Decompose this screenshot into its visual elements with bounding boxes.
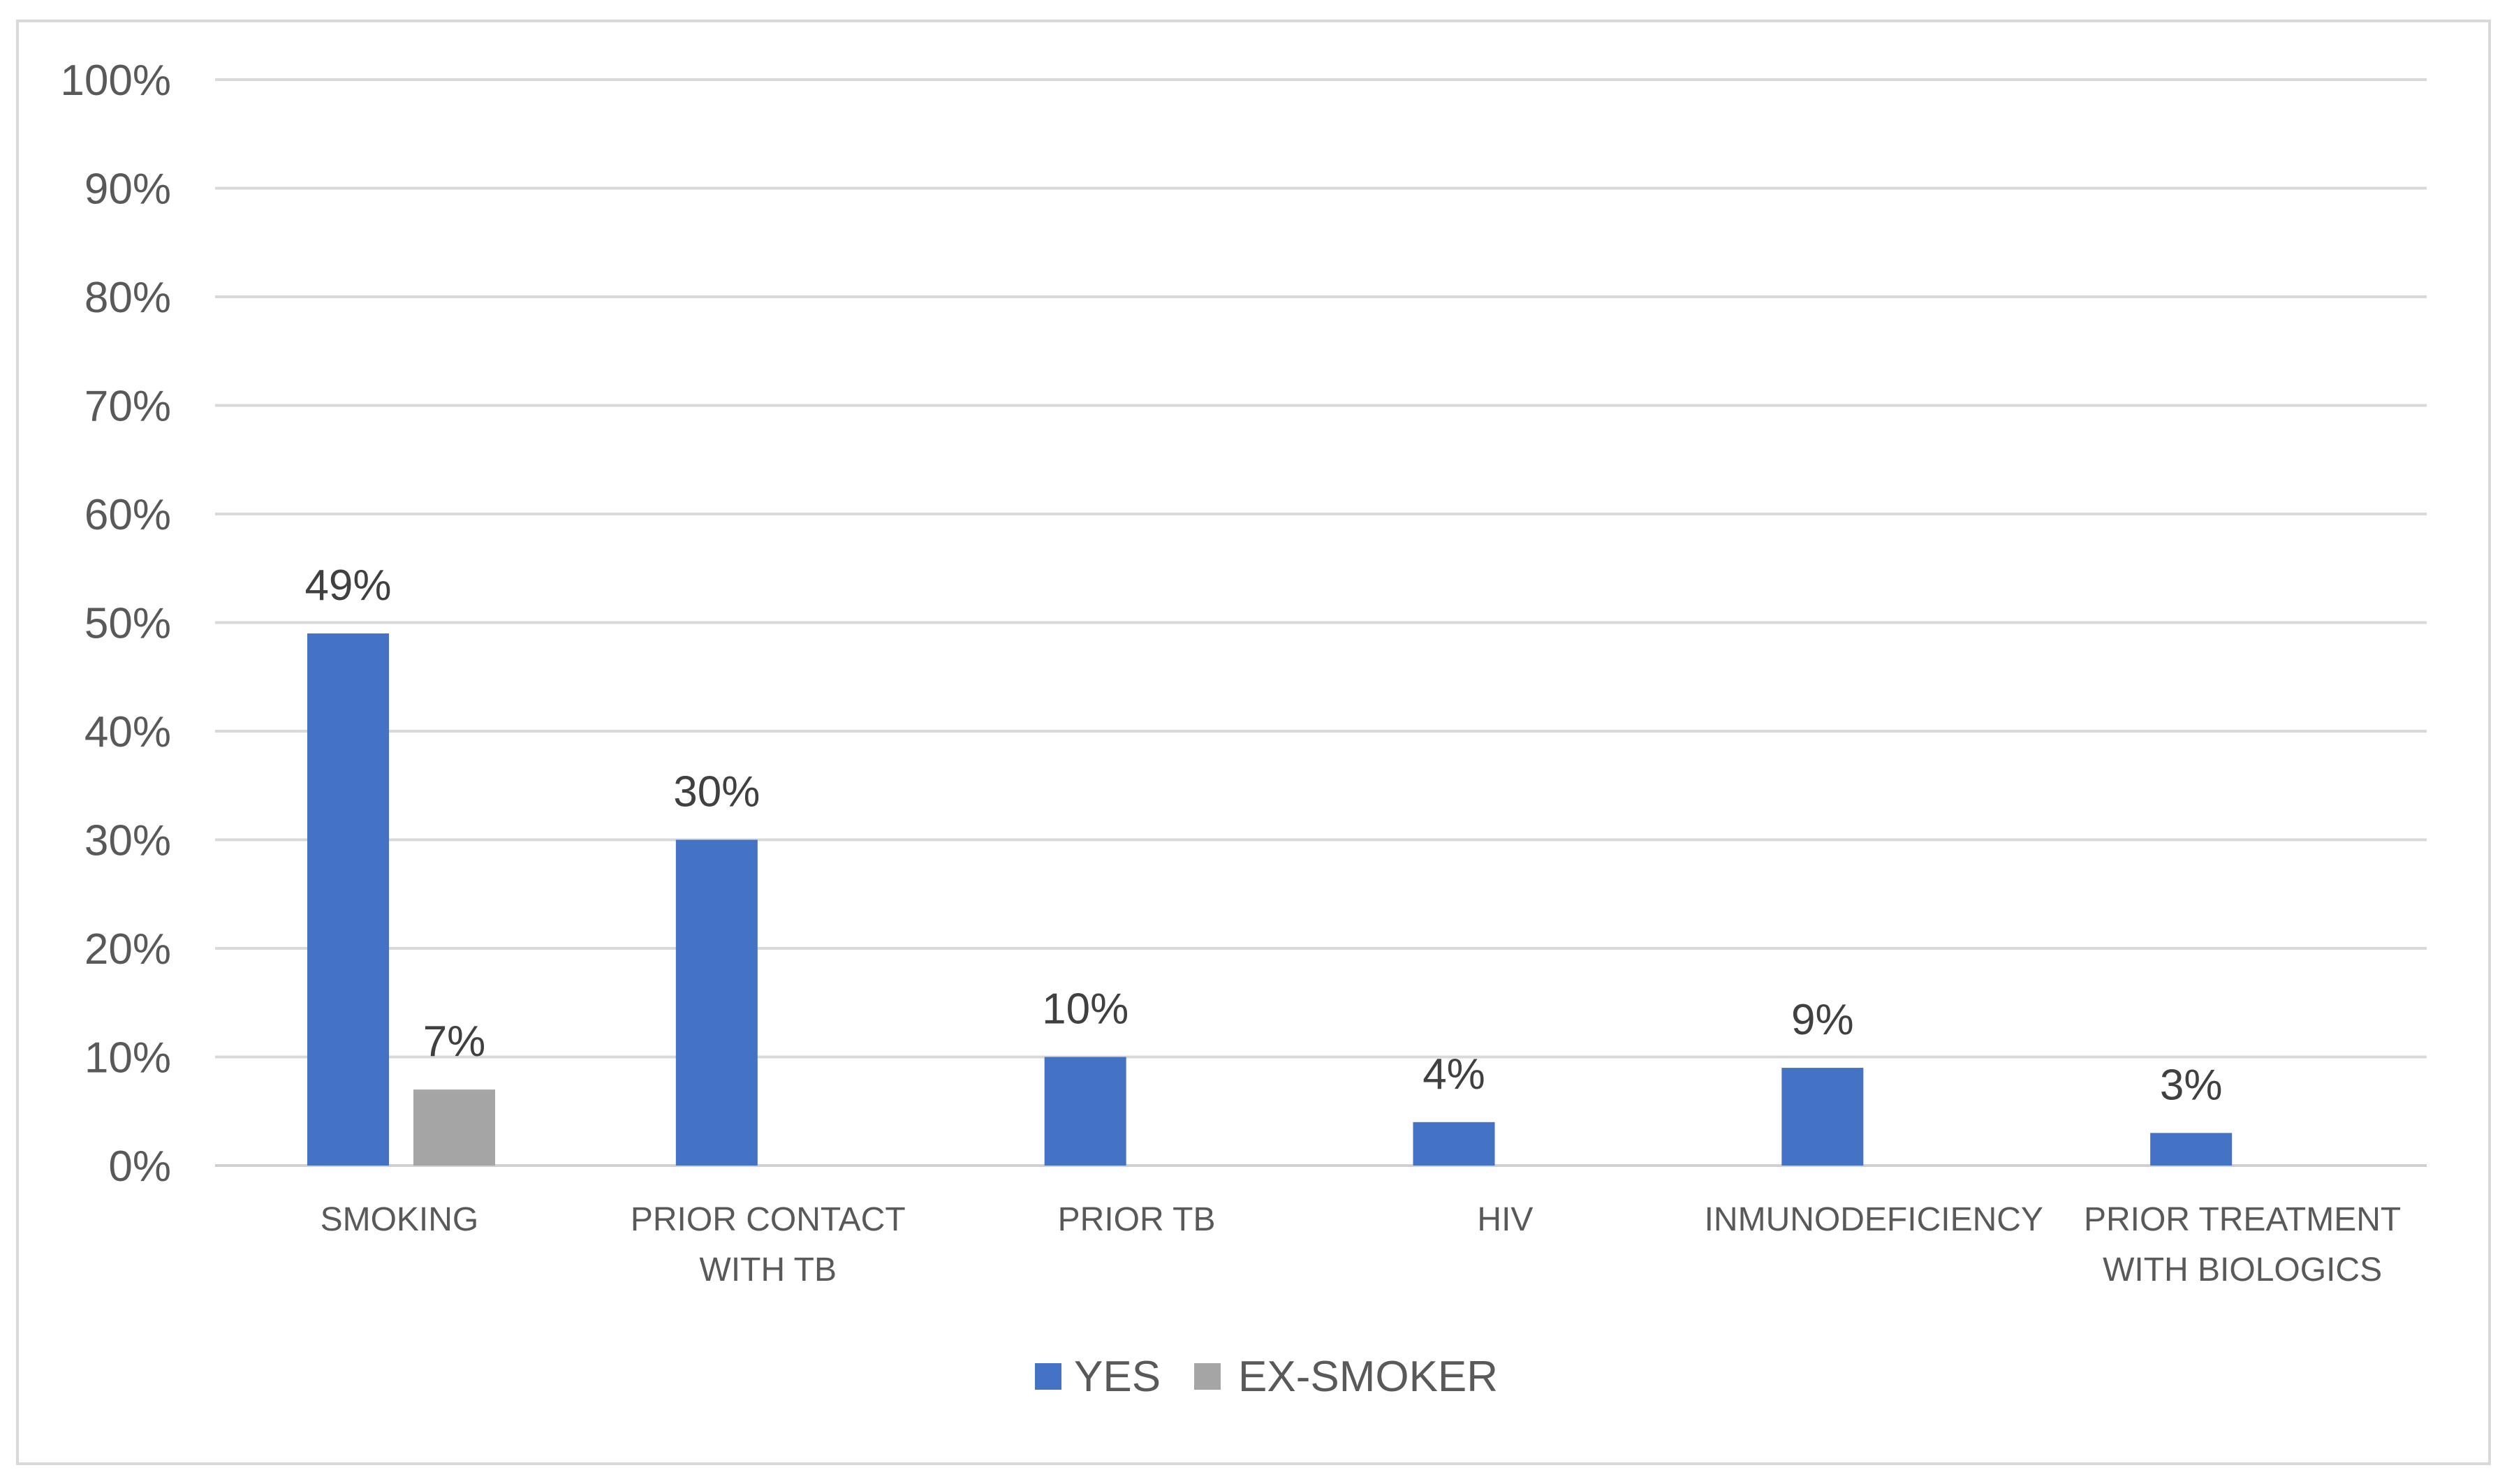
y-tick-label: 0% bbox=[108, 1143, 171, 1191]
legend-label: YES bbox=[1074, 1353, 1161, 1401]
data-labels: 49% 7% 30% 10% 4% 9% 3% bbox=[304, 561, 2222, 1109]
data-label: 3% bbox=[2160, 1061, 2223, 1109]
legend-swatch-ex-smoker bbox=[1194, 1363, 1221, 1390]
category-label: WITH TB bbox=[700, 1251, 837, 1288]
legend: YES EX-SMOKER bbox=[1035, 1353, 1498, 1401]
bars bbox=[307, 633, 2233, 1166]
y-tick-label: 90% bbox=[84, 166, 171, 214]
category-label: SMOKING bbox=[321, 1201, 479, 1238]
x-axis-categories: SMOKING PRIOR CONTACT WITH TB PRIOR TB HIV IN… bbox=[321, 1201, 2402, 1288]
data-label: 7% bbox=[423, 1018, 486, 1066]
y-tick-label: 60% bbox=[84, 491, 171, 539]
bar-yes-5 bbox=[2150, 1133, 2233, 1166]
category-label: HIV bbox=[1477, 1201, 1533, 1238]
data-label: 10% bbox=[1042, 985, 1128, 1034]
y-tick-label: 50% bbox=[84, 600, 171, 648]
y-axis-ticks: 0% 10% 20% 30% 40% 50% 60% 70% 80% 90% 100% bbox=[60, 57, 171, 1191]
legend-label: EX-SMOKER bbox=[1238, 1353, 1498, 1401]
bar-yes-4 bbox=[1781, 1068, 1864, 1166]
legend-swatch-yes bbox=[1035, 1363, 1061, 1390]
bar-yes-0 bbox=[307, 633, 389, 1166]
y-tick-label: 30% bbox=[84, 817, 171, 865]
y-tick-label: 70% bbox=[84, 383, 171, 431]
category-label: PRIOR TB bbox=[1058, 1201, 1216, 1238]
bar-yes-1 bbox=[675, 839, 758, 1166]
gridlines bbox=[215, 78, 2427, 1167]
y-tick-label: 10% bbox=[84, 1034, 171, 1082]
y-tick-label: 100% bbox=[60, 57, 171, 105]
category-label: PRIOR CONTACT bbox=[631, 1201, 906, 1238]
data-label: 9% bbox=[1791, 996, 1854, 1044]
y-tick-label: 80% bbox=[84, 274, 171, 322]
chart-frame bbox=[16, 20, 2491, 1465]
y-tick-label: 40% bbox=[84, 708, 171, 756]
category-label: WITH BIOLOGICS bbox=[2103, 1251, 2382, 1288]
category-label: INMUNODEFICIENCY bbox=[1705, 1201, 2043, 1238]
data-label: 4% bbox=[1422, 1050, 1485, 1099]
bar-yes-3 bbox=[1413, 1122, 1495, 1166]
bar-yes-2 bbox=[1044, 1057, 1126, 1166]
y-tick-label: 20% bbox=[84, 925, 171, 974]
bar-ex-smoker-0 bbox=[413, 1089, 495, 1166]
category-label: PRIOR TREATMENT bbox=[2084, 1201, 2401, 1238]
data-label: 49% bbox=[304, 561, 391, 610]
data-label: 30% bbox=[673, 768, 760, 816]
